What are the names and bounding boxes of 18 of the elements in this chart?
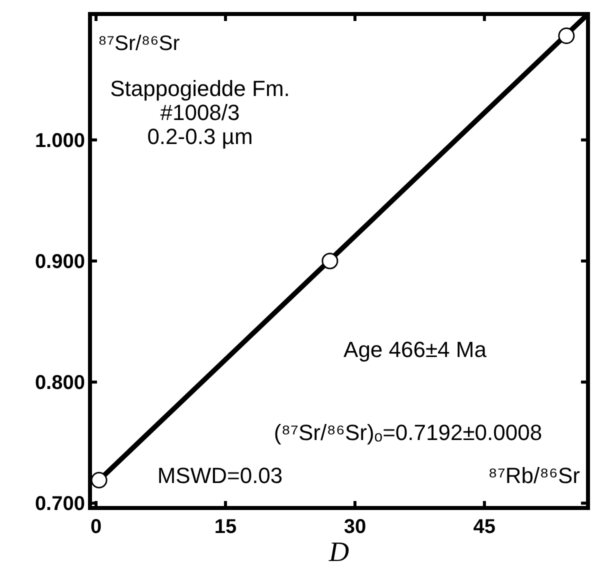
- y-tick-label: 1.000: [34, 130, 85, 152]
- point: [322, 252, 338, 270]
- x-tick-label: 45: [473, 516, 496, 538]
- point: [558, 28, 575, 44]
- annotation: MSWD=0.03: [157, 463, 283, 488]
- y-tick-label: 0.900: [34, 251, 85, 273]
- y-axis-title: ⁸⁷Sr/⁸⁶Sr: [98, 32, 180, 55]
- point: [90, 472, 108, 488]
- x-axis-title: D: [328, 537, 350, 568]
- x-tick-label: 15: [214, 516, 237, 538]
- annotation: ⁸⁷Rb/⁸⁶Sr: [488, 463, 580, 488]
- y-tick-label: 0.700: [34, 493, 85, 516]
- x-tick-label: 30: [344, 516, 366, 538]
- annotation: (⁸⁷Sr/⁸⁶Sr)ₒ=0.7192±0.0008: [274, 420, 542, 445]
- y-tick-label: 0.800: [34, 372, 85, 394]
- annotation: Stappogiedde Fm. #1008/3 0.2-0.3 µm: [110, 76, 290, 149]
- annotation: Age 466±4 Ma: [344, 337, 488, 362]
- x-tick-label: 0: [90, 516, 102, 538]
